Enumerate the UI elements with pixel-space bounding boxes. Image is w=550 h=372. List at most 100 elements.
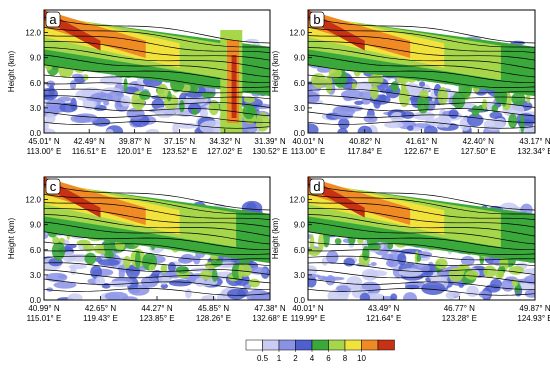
- colorbar-label: 6: [326, 354, 331, 363]
- y-tick-label: 0.0: [294, 129, 306, 138]
- shading: [120, 95, 131, 107]
- shading: [201, 295, 217, 300]
- shading: [243, 96, 256, 103]
- contour: [44, 288, 270, 296]
- contour: [44, 102, 270, 117]
- shading: [160, 264, 168, 274]
- panel-label: b: [313, 12, 320, 27]
- x-tick-label: 130.52° E: [252, 147, 287, 156]
- x-tick-label: 116.51° E: [72, 147, 107, 156]
- shading: [326, 250, 339, 264]
- shading: [390, 293, 398, 300]
- shading: [416, 94, 430, 114]
- x-tick-label: 37.15° N: [164, 137, 195, 146]
- x-tick-label: 40.01° N: [292, 137, 323, 146]
- shading: [125, 264, 140, 279]
- shading: [58, 274, 67, 279]
- shading: [511, 92, 526, 106]
- panel-label: c: [50, 179, 57, 194]
- contour: [44, 255, 270, 267]
- shading: [248, 267, 268, 275]
- shading: [160, 283, 169, 289]
- x-tick-label: 132.68° E: [252, 314, 287, 323]
- x-tick-label: 123.52° E: [162, 147, 197, 156]
- contour: [44, 41, 270, 61]
- colorbar-label: 10: [357, 354, 366, 363]
- shading: [338, 117, 350, 130]
- colorbar-swatch: [344, 339, 362, 351]
- shading: [523, 268, 535, 274]
- shading: [308, 123, 319, 133]
- x-tick-label: 49.87° N: [519, 304, 550, 313]
- contour: [44, 241, 270, 255]
- x-tick-label: 40.82° N: [349, 137, 380, 146]
- contour: [308, 241, 535, 255]
- panel-label-box: [45, 178, 61, 195]
- shading: [362, 246, 370, 261]
- contour: [44, 262, 270, 275]
- contour: [308, 278, 535, 290]
- y-tick-label: 6.0: [294, 79, 306, 88]
- shading: [227, 288, 246, 300]
- colorbar-swatch: [377, 339, 395, 351]
- contour: [308, 288, 535, 296]
- shading: [481, 98, 488, 110]
- x-tick-label: 44.27° N: [141, 304, 172, 313]
- y-tick-label: 0.0: [30, 296, 42, 305]
- shading: [398, 268, 423, 277]
- contour: [308, 121, 535, 129]
- y-axis-label: Height (km): [271, 217, 280, 259]
- contour: [44, 184, 270, 211]
- shading: [466, 113, 484, 127]
- contour: [308, 202, 535, 220]
- plot-frame: [307, 176, 536, 301]
- contour: [308, 17, 535, 44]
- contour: [308, 208, 535, 228]
- shading: [390, 111, 404, 123]
- panel: [308, 177, 535, 300]
- y-tick-label: 9.0: [294, 221, 306, 230]
- panel-label: d: [313, 179, 320, 194]
- contour: [308, 221, 535, 245]
- shading: [524, 289, 535, 298]
- contour: [44, 82, 270, 94]
- shading: [448, 109, 459, 119]
- shading: [361, 268, 379, 281]
- shading: [211, 269, 218, 282]
- shading: [62, 251, 76, 263]
- shading: [71, 73, 83, 80]
- x-tick-label: 45.85° N: [198, 304, 229, 313]
- shading: [105, 128, 114, 133]
- shading: [337, 127, 348, 133]
- panel: [308, 10, 535, 133]
- x-tick-label: 40.01° N: [292, 304, 323, 313]
- panel-label-box: [309, 178, 325, 195]
- colorbar-label: 2: [293, 354, 298, 363]
- y-axis-label: Height (km): [7, 217, 16, 259]
- shading: [172, 122, 179, 133]
- contour: [308, 262, 535, 275]
- colorbar-label: 4: [310, 354, 315, 363]
- colorbar-swatch: [245, 339, 263, 351]
- contour: [44, 278, 270, 290]
- shading: [95, 275, 106, 287]
- shading: [443, 115, 451, 128]
- y-tick-label: 3.0: [294, 271, 306, 280]
- y-tick-label: 9.0: [30, 54, 42, 63]
- x-tick-label: 47.38° N: [254, 304, 285, 313]
- x-tick-label: 43.17° N: [519, 137, 550, 146]
- shading: [308, 265, 318, 276]
- x-tick-label: 39.87° N: [119, 137, 150, 146]
- shading: [176, 122, 200, 129]
- panel: [44, 177, 270, 300]
- shading: [195, 277, 205, 287]
- shading: [343, 257, 355, 267]
- shading: [334, 238, 342, 245]
- contour: [44, 54, 270, 78]
- x-tick-label: 127.02° E: [207, 147, 242, 156]
- shading: [359, 292, 371, 300]
- shading: [412, 111, 436, 121]
- y-tick-label: 3.0: [30, 104, 42, 113]
- shading: [465, 270, 479, 280]
- shading: [44, 128, 56, 133]
